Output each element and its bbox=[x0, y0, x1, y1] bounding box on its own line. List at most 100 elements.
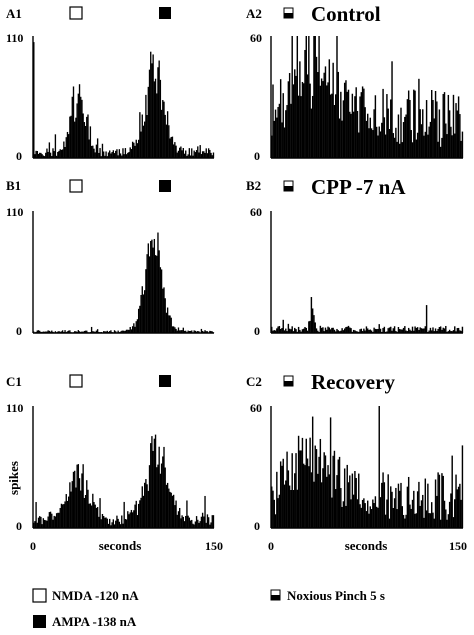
histogram-bar bbox=[292, 84, 295, 158]
histogram-bar bbox=[61, 149, 64, 158]
histogram-bar bbox=[87, 489, 89, 528]
histogram-bar bbox=[274, 330, 277, 333]
histogram-bar bbox=[333, 329, 336, 333]
histogram-bar bbox=[400, 107, 402, 158]
histogram-bar bbox=[88, 503, 90, 528]
histogram-bar bbox=[96, 507, 99, 528]
histogram-bar bbox=[331, 497, 333, 528]
histogram-bar bbox=[69, 482, 71, 528]
histogram-bar bbox=[105, 151, 107, 158]
histogram-bar bbox=[452, 517, 455, 528]
histogram-bar bbox=[89, 332, 92, 333]
histogram-bar bbox=[201, 151, 204, 158]
histogram-bar bbox=[290, 103, 292, 158]
histogram-bar bbox=[381, 482, 383, 528]
histogram-bar bbox=[194, 521, 197, 528]
histogram-bar bbox=[169, 491, 171, 528]
histogram-bar bbox=[406, 486, 409, 528]
histogram-bar bbox=[191, 519, 193, 528]
histogram-bar bbox=[134, 145, 136, 158]
xtick-zero-c2: 0 bbox=[268, 539, 274, 553]
histogram-bar bbox=[142, 495, 145, 528]
histogram-bar bbox=[211, 331, 213, 333]
histogram-bar bbox=[377, 135, 379, 158]
histogram-bar bbox=[372, 331, 374, 333]
histogram-bar bbox=[89, 126, 92, 158]
histogram-bar bbox=[305, 327, 307, 333]
histogram-bar bbox=[176, 514, 178, 528]
histogram-bar bbox=[180, 330, 182, 333]
condition-label-recovery: Recovery bbox=[311, 370, 395, 394]
histogram-bar bbox=[105, 331, 107, 333]
histogram-bar bbox=[363, 88, 365, 158]
histogram-bar bbox=[305, 438, 307, 528]
histogram-bar bbox=[437, 328, 439, 333]
histogram-bar bbox=[127, 329, 129, 333]
histogram-bar bbox=[356, 331, 359, 333]
histogram-bar bbox=[460, 140, 462, 158]
histogram-bar bbox=[115, 331, 117, 333]
histogram-bar bbox=[452, 94, 455, 158]
histogram-bar bbox=[420, 500, 423, 528]
histogram-bar bbox=[48, 512, 51, 528]
histogram-bar bbox=[404, 116, 406, 158]
histogram-bar bbox=[405, 514, 407, 528]
histogram-bar bbox=[80, 490, 82, 528]
histogram-bar bbox=[423, 135, 425, 158]
histogram-bar bbox=[110, 330, 112, 333]
histogram-bar bbox=[395, 487, 397, 528]
histogram-bar bbox=[340, 330, 342, 333]
histogram-bar bbox=[53, 332, 55, 333]
histogram-bar bbox=[368, 329, 370, 333]
x-axis-title-c1: seconds bbox=[99, 538, 142, 553]
histogram-bar bbox=[436, 495, 438, 528]
histogram-bar bbox=[92, 331, 94, 333]
histogram-bar bbox=[52, 519, 54, 528]
histogram-bar bbox=[158, 250, 160, 333]
histogram-bar bbox=[327, 465, 329, 528]
histogram-bar bbox=[428, 126, 430, 158]
histogram-bar bbox=[206, 514, 209, 528]
histogram-bar bbox=[203, 331, 205, 333]
histogram-bar bbox=[336, 328, 338, 333]
histogram-bar bbox=[414, 513, 416, 528]
histogram-bar bbox=[422, 494, 424, 528]
histogram-bar bbox=[86, 480, 88, 528]
histogram-bar bbox=[303, 328, 305, 333]
histogram-bar bbox=[360, 328, 363, 333]
histogram-bar bbox=[281, 328, 283, 333]
histogram-bar bbox=[116, 149, 118, 158]
histogram-bar bbox=[422, 109, 424, 158]
histogram-bar bbox=[188, 148, 191, 158]
histogram-bar bbox=[360, 507, 363, 528]
histogram-bar bbox=[428, 330, 430, 333]
histogram-bar bbox=[290, 329, 292, 333]
histogram-bar bbox=[317, 473, 319, 528]
nmda-marker-b1 bbox=[69, 179, 83, 193]
histogram-bar bbox=[152, 247, 154, 333]
histogram-bar bbox=[386, 331, 388, 333]
histogram-bar bbox=[423, 517, 425, 528]
histogram-bar bbox=[188, 517, 191, 528]
histogram-bar bbox=[427, 483, 429, 528]
histogram-bar bbox=[210, 152, 212, 158]
histogram-bar bbox=[119, 524, 122, 528]
histogram-bar bbox=[94, 331, 96, 333]
histogram-bar bbox=[295, 75, 297, 158]
histogram-bar bbox=[387, 328, 389, 333]
histogram-bar bbox=[294, 69, 296, 158]
ytick-max-a2: 60 bbox=[250, 31, 262, 45]
histogram-bar bbox=[140, 294, 142, 333]
histogram-bar bbox=[456, 489, 459, 528]
histogram-bar bbox=[172, 326, 175, 333]
histogram-bar bbox=[95, 330, 98, 333]
histogram-bar bbox=[378, 126, 380, 158]
histogram-bar bbox=[106, 518, 108, 528]
histogram-bar bbox=[186, 500, 188, 528]
histogram-bar bbox=[446, 331, 448, 333]
histogram-bar bbox=[315, 56, 318, 158]
histogram-bar bbox=[205, 522, 207, 528]
histogram-bar bbox=[182, 516, 184, 528]
histogram-bar bbox=[95, 507, 98, 528]
histogram-bar bbox=[350, 113, 352, 158]
